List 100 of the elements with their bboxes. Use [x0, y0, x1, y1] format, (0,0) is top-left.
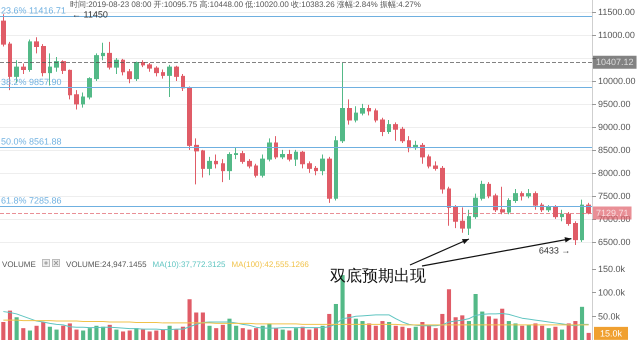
- bar: [540, 326, 544, 340]
- candlestick: [314, 166, 318, 176]
- bar: [414, 326, 418, 340]
- candlestick: [94, 52, 99, 82]
- bar: [28, 330, 32, 340]
- candlestick: [174, 65, 179, 82]
- candlestick: [520, 190, 524, 202]
- bar: [300, 326, 305, 340]
- candlestick: [227, 152, 232, 180]
- bar: [440, 314, 444, 340]
- bar: [394, 326, 398, 340]
- candlestick: [147, 62, 152, 72]
- candlestick: [467, 209, 471, 236]
- candlestick: [21, 62, 26, 75]
- candlestick: [114, 57, 119, 75]
- bar: [520, 326, 524, 340]
- candlestick: [74, 90, 79, 110]
- candlestick: [34, 36, 39, 54]
- bar: [61, 326, 66, 340]
- candlestick: [300, 150, 305, 169]
- bar: [254, 328, 258, 340]
- bar: [214, 328, 218, 340]
- candlestick: [374, 108, 378, 123]
- bar: [41, 322, 46, 340]
- candlestick: [387, 120, 391, 134]
- bar: [108, 324, 112, 340]
- bar: [454, 317, 458, 340]
- bar: [327, 314, 332, 340]
- candlestick: [526, 188, 531, 199]
- bar: [334, 304, 338, 340]
- ref-line-label: 50.0% 8561.88: [1, 136, 62, 147]
- bar: [260, 326, 265, 340]
- candlestick: [28, 39, 32, 72]
- candlestick: [533, 190, 538, 210]
- bar: [347, 314, 352, 340]
- bar: [200, 312, 205, 340]
- candlestick: [487, 182, 491, 199]
- candlestick: [287, 149, 292, 162]
- y-tick-label: 10000.00: [598, 76, 636, 86]
- y-tick-label: 150.0k: [598, 264, 626, 274]
- candlestick: [187, 86, 192, 150]
- y-tick-label: 9000.00: [598, 122, 631, 132]
- bar: [466, 321, 472, 340]
- candlestick: [573, 220, 578, 246]
- bar: [533, 323, 538, 340]
- bar: [586, 332, 591, 340]
- candlestick: [513, 188, 518, 204]
- candlestick: [274, 136, 278, 160]
- candlestick: [440, 166, 445, 194]
- y-tick-label: 8000.00: [598, 168, 631, 178]
- bar: [460, 315, 464, 340]
- annotation: VOLUME:24,947.1455: [66, 260, 147, 268]
- bar: [34, 326, 39, 340]
- y-tick-label: 50.0k: [598, 311, 621, 322]
- y-tick-label: 6500.00: [598, 236, 631, 247]
- candlestick: [507, 198, 511, 215]
- annotation: 时间:2019-08-23 08:00 开:10095.75 高:10448.00 低:10020.00 收:10383.26 涨幅:2.84% 振幅:4.27%: [70, 0, 421, 9]
- bar: [513, 323, 518, 340]
- bar: [81, 330, 86, 340]
- bar: [500, 308, 504, 340]
- candlestick: [360, 103, 365, 116]
- candlestick: [101, 42, 105, 61]
- bar: [134, 328, 138, 340]
- bar: [240, 328, 245, 340]
- candlestick: [546, 204, 551, 213]
- bar: [354, 318, 358, 340]
- candlestick: [61, 60, 66, 75]
- candlestick: [181, 74, 185, 92]
- candlestick: [580, 199, 584, 242]
- bar: [560, 330, 564, 340]
- bar: [114, 330, 118, 340]
- bar: [506, 321, 511, 340]
- candlestick: [234, 147, 238, 160]
- bar: [493, 318, 498, 340]
- bar: [400, 326, 404, 340]
- bar: [54, 330, 59, 340]
- candlestick: [41, 44, 46, 77]
- candlestick: [1, 14, 6, 47]
- annotation: 15.0k: [600, 328, 623, 338]
- bar: [434, 328, 438, 340]
- bar: [480, 312, 484, 340]
- candlestick: [354, 106, 358, 123]
- candlestick: [380, 117, 385, 137]
- bar: [314, 328, 318, 340]
- text: MA(100):42,555.1266: [231, 260, 309, 268]
- candlestick: [393, 122, 398, 142]
- candlestick: [134, 61, 139, 82]
- bar: [474, 294, 478, 340]
- annotation: 6433 →: [538, 245, 570, 256]
- bar: [140, 330, 146, 340]
- bar: [48, 326, 52, 340]
- candlestick: [400, 126, 405, 144]
- candlestick: [340, 62, 345, 144]
- candlestick: [320, 154, 325, 176]
- candlestick: [260, 154, 265, 178]
- bar: [21, 328, 26, 340]
- bar: [360, 321, 365, 340]
- candlestick: [214, 154, 218, 169]
- candlestick: [433, 160, 438, 172]
- candlestick: [107, 41, 112, 70]
